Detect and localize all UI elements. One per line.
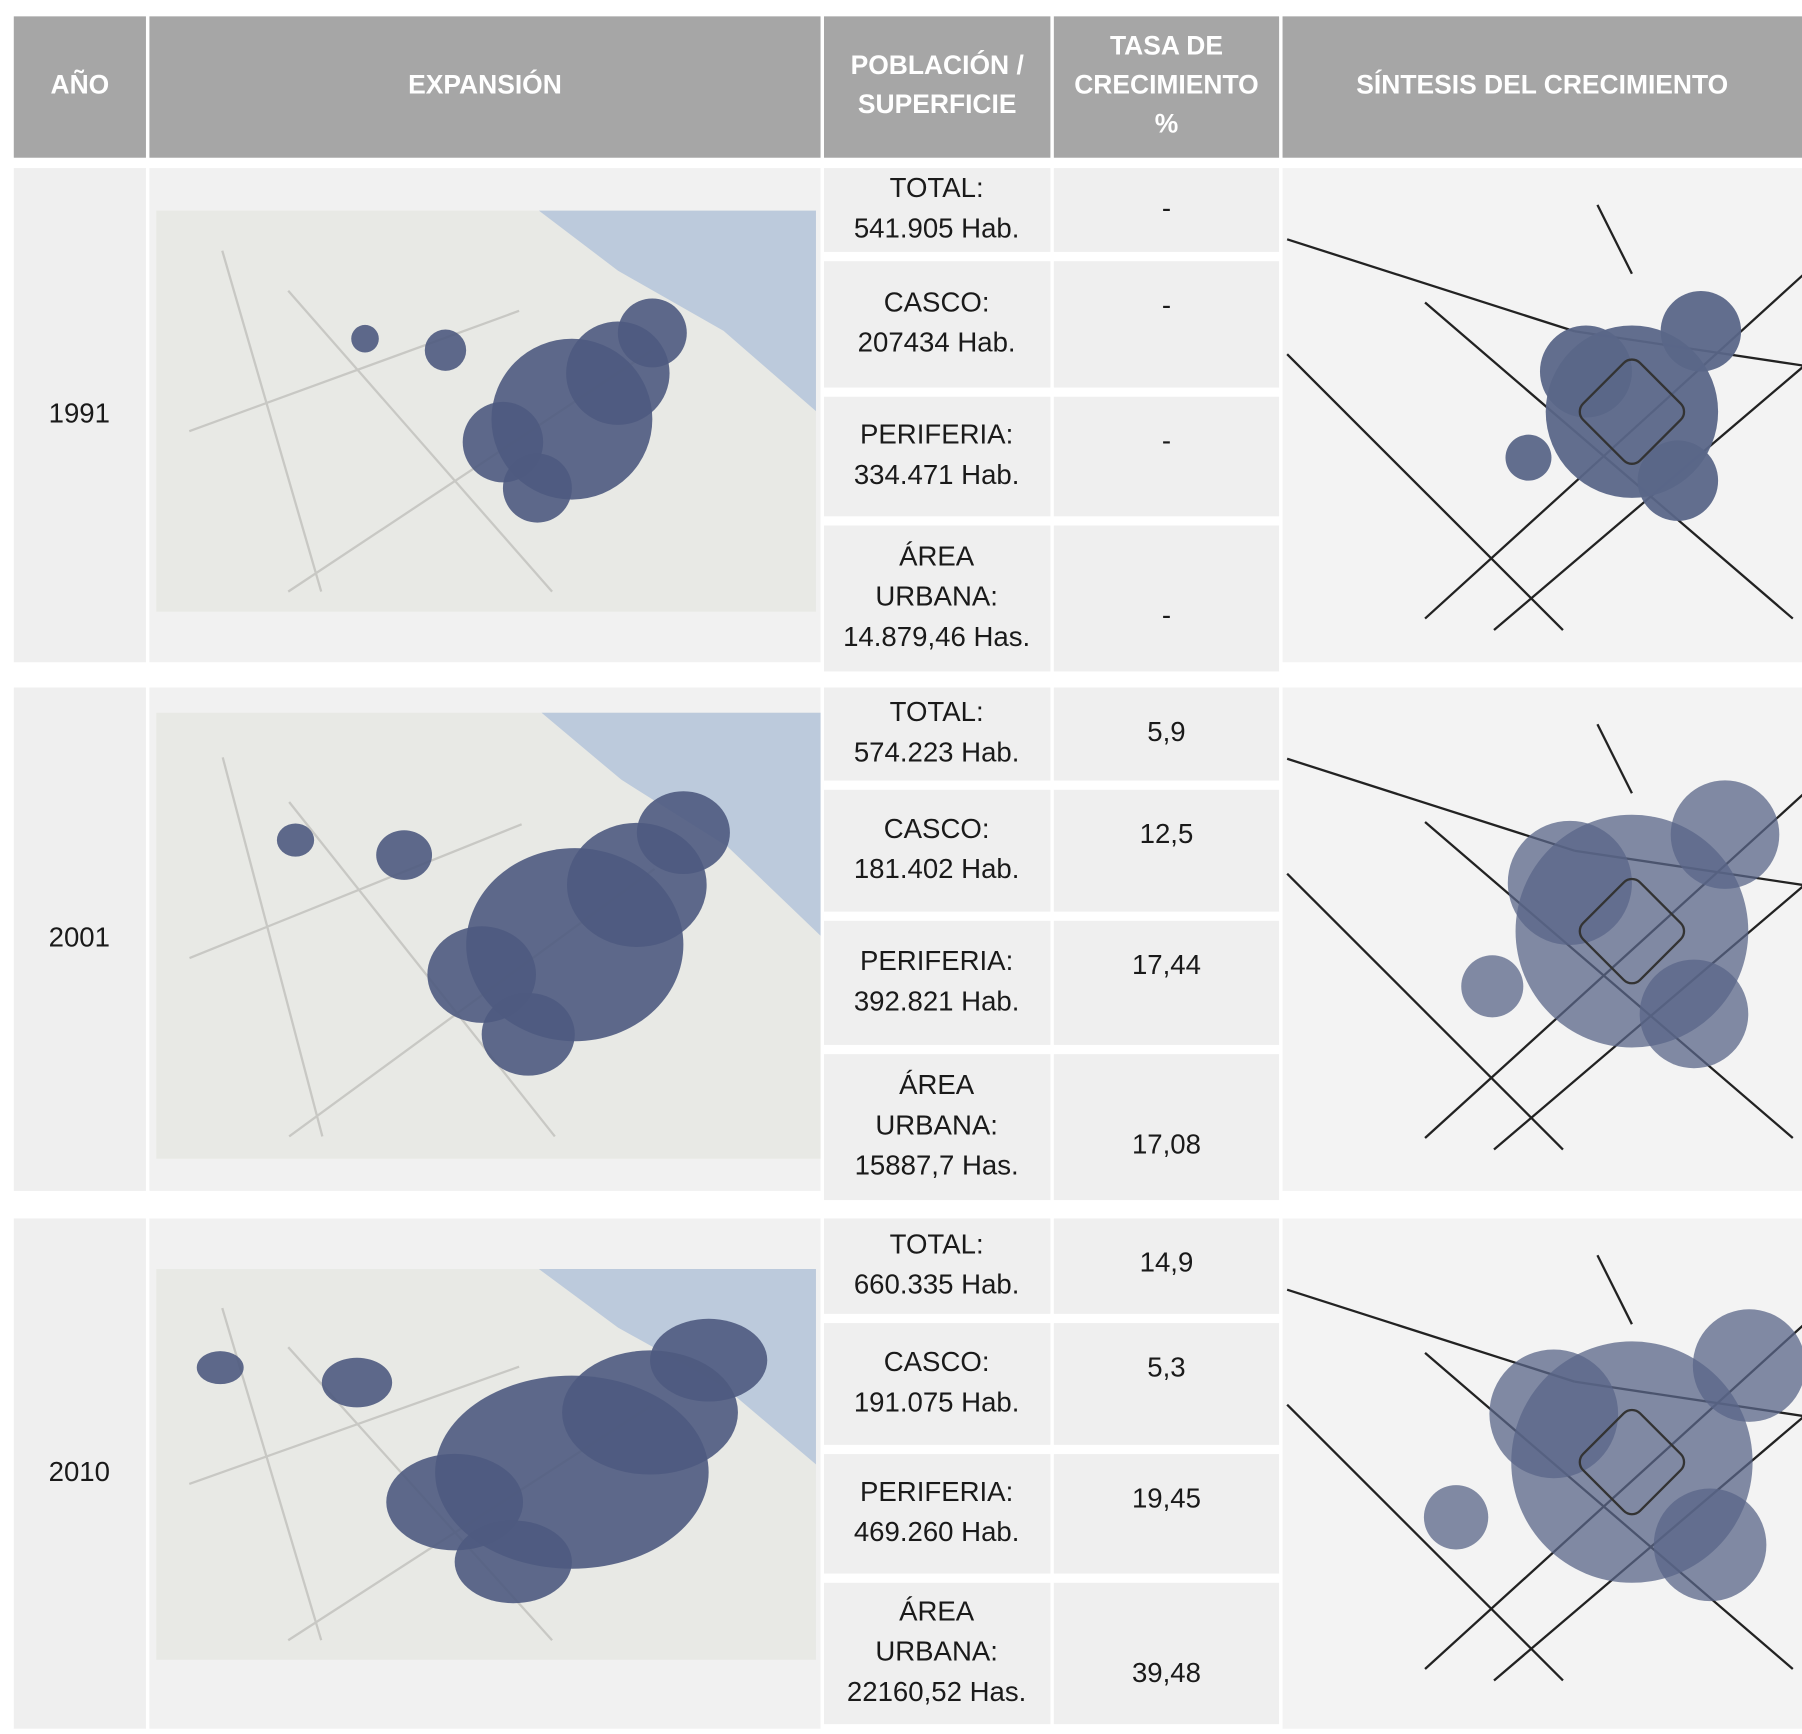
population-label: TOTAL:	[890, 696, 984, 727]
urban-area	[455, 1520, 572, 1603]
growth-rate: 17,08	[1132, 1128, 1201, 1159]
population-label: ÁREA	[899, 1596, 975, 1627]
growth-blob	[1661, 291, 1741, 371]
growth-blob	[1671, 780, 1780, 889]
population-label: CASCO:	[884, 1346, 990, 1377]
population-label: ÁREA	[899, 541, 975, 572]
population-cell	[824, 921, 1050, 1045]
urban-area	[351, 325, 379, 353]
growth-rate: -	[1162, 600, 1171, 631]
growth-blob	[1508, 821, 1632, 945]
growth-table: AÑO EXPANSIÓN POBLACIÓN / SUPERFICIE TASA DE…	[0, 0, 1802, 1729]
population-value: 15887,7 Has.	[855, 1150, 1019, 1181]
population-label: PERIFERIA:	[860, 1476, 1013, 1507]
growth-blob	[1640, 960, 1749, 1069]
population-cell	[824, 790, 1050, 912]
urban-area	[322, 1358, 392, 1408]
urban-area	[503, 454, 572, 523]
growth-blob	[1638, 440, 1718, 520]
urban-area	[277, 824, 314, 857]
population-value: 14.879,46 Has.	[843, 621, 1030, 652]
growth-rate: -	[1162, 425, 1171, 456]
growth-blob	[1461, 955, 1523, 1017]
population-value: 207434 Hab.	[858, 327, 1016, 358]
growth-blob	[1424, 1485, 1488, 1549]
header-cell	[824, 16, 1050, 157]
population-value: 469.260 Hab.	[854, 1516, 1020, 1547]
year: 1991	[49, 397, 110, 428]
population-cell	[824, 1323, 1050, 1445]
population-cell	[824, 1454, 1050, 1574]
urban-area	[637, 791, 730, 874]
population-label: CASCO:	[884, 813, 990, 844]
header-text: POBLACIÓN /	[851, 50, 1025, 80]
header-text: SÍNTESIS DEL CRECIMIENTO	[1356, 69, 1728, 99]
rate-cell	[1054, 1583, 1279, 1724]
population-value: 181.402 Hab.	[854, 853, 1020, 884]
urban-area	[650, 1319, 767, 1402]
rate-cell	[1054, 1054, 1279, 1200]
rate-cell	[1054, 525, 1279, 671]
growth-rate: 14,9	[1140, 1247, 1194, 1278]
population-value: 660.335 Hab.	[854, 1269, 1020, 1300]
urban-area	[618, 298, 687, 367]
year: 2010	[49, 1456, 110, 1487]
rate-cell	[1054, 261, 1279, 387]
population-label: URBANA:	[875, 581, 998, 612]
population-label: TOTAL:	[890, 172, 984, 203]
growth-rate: 39,48	[1132, 1657, 1201, 1688]
header-text: EXPANSIÓN	[408, 69, 562, 99]
header-text: TASA DE	[1110, 30, 1223, 60]
population-value: 22160,52 Has.	[847, 1676, 1026, 1707]
growth-rate: 19,45	[1132, 1482, 1201, 1513]
population-label: TOTAL:	[890, 1228, 984, 1259]
growth-rate: -	[1162, 192, 1171, 223]
rate-cell	[1054, 1323, 1279, 1445]
population-value: 541.905 Hab.	[854, 212, 1020, 243]
population-label: URBANA:	[875, 1109, 998, 1140]
header-text: SUPERFICIE	[858, 89, 1017, 119]
growth-blob	[1489, 1349, 1618, 1478]
population-label: PERIFERIA:	[860, 419, 1013, 450]
urban-area	[482, 993, 575, 1076]
rate-cell	[1054, 790, 1279, 912]
rate-cell	[1054, 921, 1279, 1045]
header-text: CRECIMIENTO	[1074, 69, 1258, 99]
growth-rate: 5,3	[1147, 1351, 1185, 1382]
urban-area	[376, 830, 432, 880]
growth-rate: 5,9	[1147, 716, 1185, 747]
year: 2001	[49, 921, 110, 952]
rate-cell	[1054, 397, 1279, 517]
population-label: ÁREA	[899, 1069, 975, 1100]
header-text: AÑO	[51, 69, 110, 99]
growth-blob	[1505, 435, 1551, 481]
population-label: URBANA:	[875, 1636, 998, 1667]
page: {"header": {"columns": [ ["AÑO"], ["EXPA…	[0, 0, 1802, 1729]
rate-cell	[1054, 1454, 1279, 1574]
population-value: 574.223 Hab.	[854, 736, 1020, 767]
growth-rate: 12,5	[1140, 818, 1194, 849]
population-label: PERIFERIA:	[860, 945, 1013, 976]
population-value: 191.075 Hab.	[854, 1386, 1020, 1417]
population-cell	[824, 261, 1050, 387]
urban-area	[425, 330, 466, 371]
population-cell	[824, 397, 1050, 517]
population-label: CASCO:	[884, 287, 990, 318]
population-value: 392.821 Hab.	[854, 985, 1020, 1016]
growth-blob	[1540, 326, 1632, 418]
header-text: %	[1155, 109, 1179, 139]
urban-area	[197, 1351, 244, 1384]
population-value: 334.471 Hab.	[854, 459, 1020, 490]
growth-rate: -	[1162, 289, 1171, 320]
growth-blob	[1654, 1489, 1767, 1602]
growth-rate: 17,44	[1132, 949, 1201, 980]
growth-blob	[1693, 1309, 1802, 1422]
